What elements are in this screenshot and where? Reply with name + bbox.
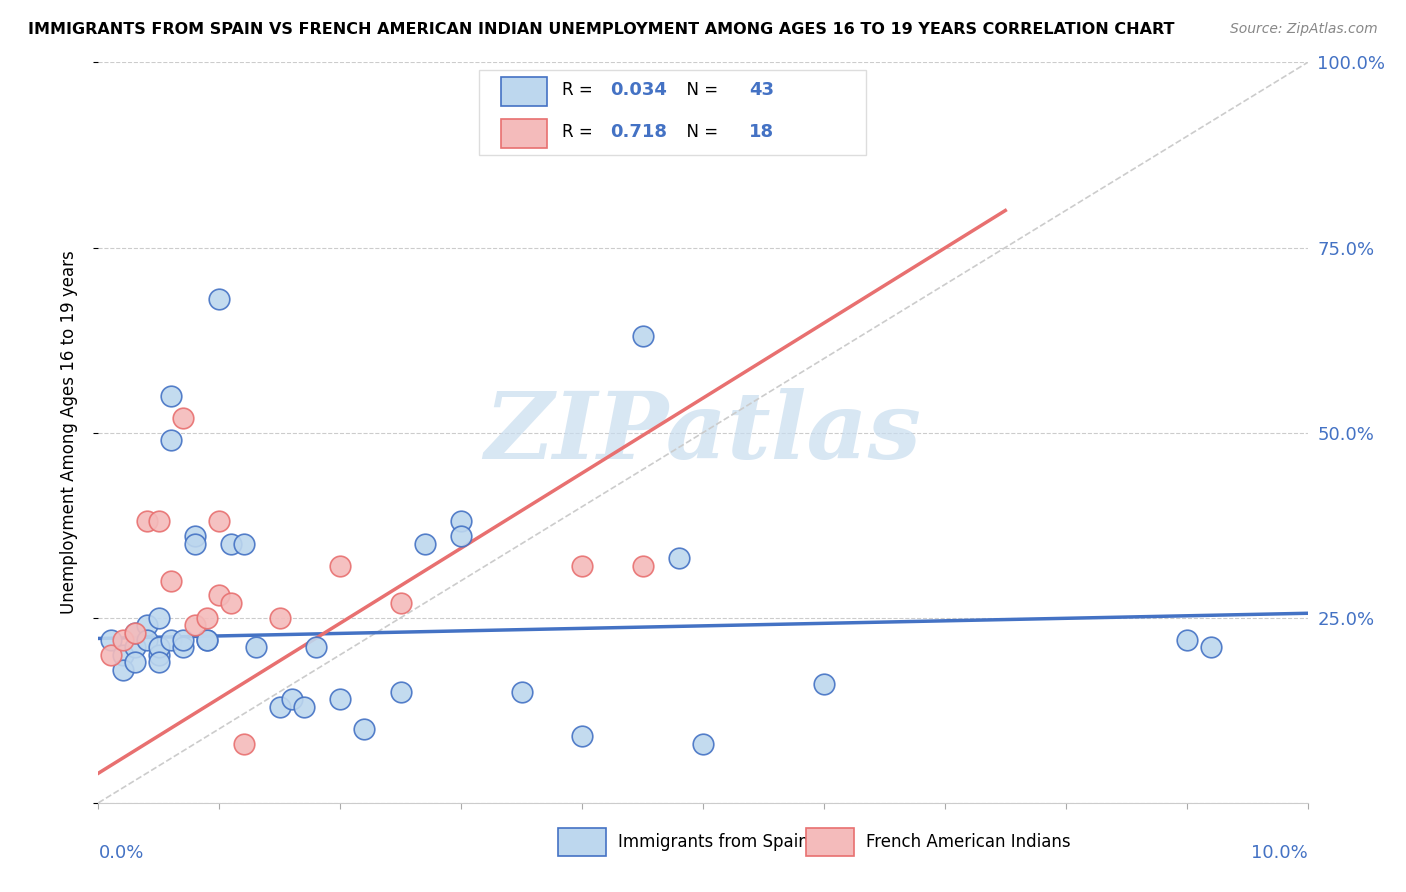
- Point: [184, 529, 207, 543]
- Text: 18: 18: [749, 123, 775, 141]
- Point: [813, 677, 835, 691]
- Point: [135, 515, 157, 529]
- Point: [172, 640, 194, 655]
- Point: [160, 574, 183, 588]
- Point: [668, 551, 690, 566]
- Text: N =: N =: [676, 123, 724, 141]
- Point: [221, 596, 243, 610]
- Y-axis label: Unemployment Among Ages 16 to 19 years: Unemployment Among Ages 16 to 19 years: [59, 251, 77, 615]
- Point: [124, 625, 146, 640]
- Point: [208, 515, 231, 529]
- Point: [232, 737, 254, 751]
- Point: [1199, 640, 1222, 655]
- Text: R =: R =: [561, 123, 598, 141]
- Point: [281, 692, 304, 706]
- Bar: [501, 77, 547, 106]
- Point: [100, 632, 122, 647]
- Point: [292, 699, 315, 714]
- Point: [208, 589, 231, 603]
- Text: 0.034: 0.034: [610, 81, 666, 99]
- Point: [184, 618, 207, 632]
- Point: [148, 515, 170, 529]
- Point: [172, 410, 194, 425]
- Point: [124, 655, 146, 669]
- Point: [221, 536, 243, 550]
- Point: [571, 729, 593, 743]
- Point: [269, 699, 291, 714]
- Point: [160, 388, 183, 402]
- Point: [389, 596, 412, 610]
- Point: [692, 737, 714, 751]
- Point: [450, 529, 472, 543]
- Point: [631, 558, 654, 573]
- Bar: [501, 119, 547, 148]
- Text: 0.0%: 0.0%: [98, 844, 143, 862]
- Point: [413, 536, 436, 550]
- Point: [1175, 632, 1198, 647]
- Point: [135, 632, 157, 647]
- Point: [195, 632, 218, 647]
- Point: [329, 692, 352, 706]
- Point: [172, 632, 194, 647]
- Point: [111, 663, 134, 677]
- Text: R =: R =: [561, 81, 598, 99]
- Point: [111, 648, 134, 662]
- Point: [124, 625, 146, 640]
- Point: [195, 610, 218, 624]
- Text: ZIPatlas: ZIPatlas: [485, 388, 921, 477]
- Point: [510, 685, 533, 699]
- Point: [232, 536, 254, 550]
- Point: [195, 632, 218, 647]
- Point: [269, 610, 291, 624]
- Point: [100, 648, 122, 662]
- Text: French American Indians: French American Indians: [866, 833, 1071, 851]
- Text: 0.718: 0.718: [610, 123, 666, 141]
- Point: [305, 640, 328, 655]
- Point: [160, 433, 183, 447]
- Text: 10.0%: 10.0%: [1251, 844, 1308, 862]
- Bar: [806, 828, 855, 856]
- Point: [148, 655, 170, 669]
- Point: [631, 329, 654, 343]
- Point: [111, 632, 134, 647]
- FancyBboxPatch shape: [479, 70, 866, 155]
- Point: [208, 293, 231, 307]
- Point: [329, 558, 352, 573]
- Point: [160, 632, 183, 647]
- Text: 43: 43: [749, 81, 773, 99]
- Text: Source: ZipAtlas.com: Source: ZipAtlas.com: [1230, 22, 1378, 37]
- Text: N =: N =: [676, 81, 724, 99]
- Point: [135, 618, 157, 632]
- Text: Immigrants from Spain: Immigrants from Spain: [619, 833, 808, 851]
- Point: [148, 648, 170, 662]
- Text: IMMIGRANTS FROM SPAIN VS FRENCH AMERICAN INDIAN UNEMPLOYMENT AMONG AGES 16 TO 19: IMMIGRANTS FROM SPAIN VS FRENCH AMERICAN…: [28, 22, 1174, 37]
- Point: [353, 722, 375, 736]
- Point: [124, 640, 146, 655]
- Point: [571, 558, 593, 573]
- Point: [148, 640, 170, 655]
- Bar: [558, 828, 606, 856]
- Point: [389, 685, 412, 699]
- Point: [245, 640, 267, 655]
- Point: [450, 515, 472, 529]
- Point: [184, 536, 207, 550]
- Point: [148, 610, 170, 624]
